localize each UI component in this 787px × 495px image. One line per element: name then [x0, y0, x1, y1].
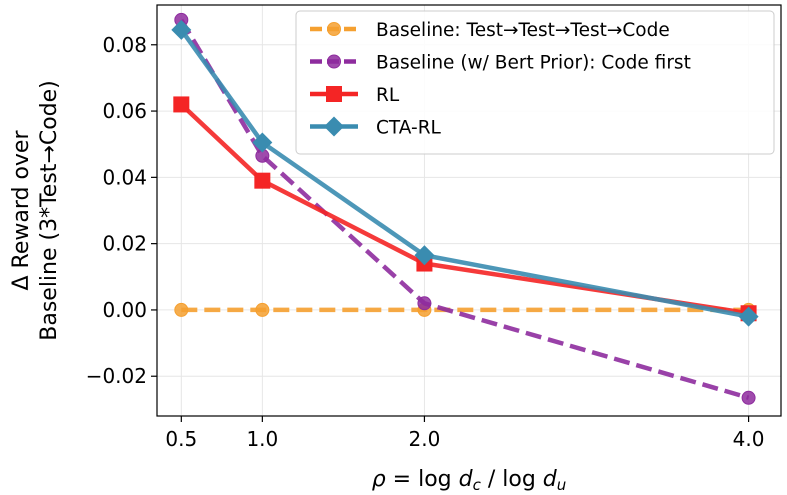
x-tick-label: 1.0 — [246, 427, 278, 451]
legend-swatch-marker — [327, 22, 341, 36]
series-3 — [171, 19, 759, 327]
legend: Baseline: Test→Test→Test→Code Baseline (w… — [295, 10, 775, 155]
x-tick-label: 4.0 — [733, 427, 765, 451]
series-line — [179, 28, 750, 319]
data-point — [417, 296, 432, 311]
plot-frame — [156, 4, 782, 417]
legend-label: RL — [376, 85, 400, 106]
data-point — [171, 19, 192, 40]
data-point — [173, 96, 190, 113]
x-tick-label: 2.0 — [409, 427, 441, 451]
data-point — [254, 172, 271, 189]
legend-box — [295, 10, 775, 155]
y-tick-label: 0.00 — [102, 298, 147, 322]
legend-swatch-marker — [326, 86, 342, 102]
y-tick-label: 0.06 — [102, 99, 147, 123]
data-point — [252, 132, 273, 153]
legend-label: CTA-RL — [376, 118, 442, 139]
y-tick-label: 0.08 — [102, 33, 147, 57]
data-point — [738, 306, 759, 327]
legend-label: Baseline (w/ Bert Prior): Code first — [376, 53, 691, 74]
legend-label: Baseline: Test→Test→Test→Code — [376, 20, 670, 41]
y-axis-label-line1: Δ Reward over — [9, 130, 34, 291]
legend-swatch-marker — [324, 116, 344, 137]
series-line — [179, 102, 749, 316]
y-tick-label: −0.02 — [86, 364, 147, 388]
y-axis-label-line2: Baseline (3*Test→Code) — [37, 80, 62, 341]
data-point — [414, 245, 435, 266]
axis-ticks: 0.5 1.0 2.0 4.0 −0.02 0.00 0.02 0.04 0.06 0.08 — [86, 33, 765, 451]
y-tick-label: 0.04 — [102, 165, 147, 189]
plot-area — [171, 12, 759, 405]
data-point — [174, 302, 189, 317]
data-point — [741, 390, 756, 405]
x-axis-label: ρ = log dc / log du — [372, 467, 567, 494]
data-point — [255, 302, 270, 317]
x-tick-label: 0.5 — [165, 427, 197, 451]
legend-swatch-marker — [327, 54, 341, 69]
y-tick-label: 0.02 — [102, 232, 147, 256]
